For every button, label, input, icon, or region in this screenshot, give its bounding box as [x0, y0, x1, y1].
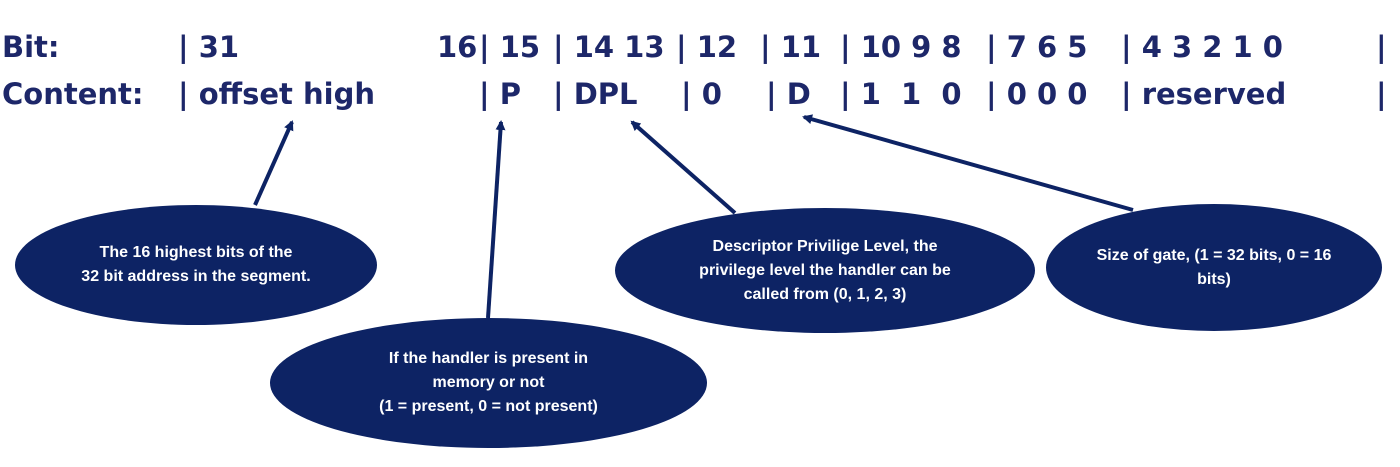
callout-present-line-3: (1 = present, 0 = not present) — [379, 398, 598, 415]
bit-cell-15: | 15 — [479, 30, 541, 64]
callout-present-line-2: memory or not — [432, 374, 545, 391]
bit-cell-11: | 11 — [760, 30, 822, 64]
callout-offset-high-line-2: 32 bit address in the segment. — [81, 268, 311, 285]
content-cell-0: | 0 — [681, 77, 722, 111]
bit-cell-end: | — [1376, 30, 1387, 64]
callout-gate-size-line-1: Size of gate, (1 = 32 bits, 0 = 16 — [1096, 246, 1332, 264]
arrow-gate-size — [802, 114, 1134, 212]
content-cell-d: | D — [766, 77, 811, 111]
callout-present: If the handler is present in memory or n… — [270, 318, 707, 448]
bit-cell-10-9-8: | 10 9 8 — [840, 30, 962, 64]
content-cell-p: | P — [479, 77, 521, 111]
callout-gate-size-line-2: bits) — [1197, 270, 1231, 288]
content-cell-end: | — [1376, 77, 1387, 111]
callout-present-line-1: If the handler is present in — [388, 350, 589, 367]
callout-dpl-line-1: Descriptor Privilige Level, the — [712, 237, 938, 255]
bit-cell-7-6-5: | 7 6 5 — [986, 30, 1088, 64]
arrow-present — [486, 120, 506, 319]
content-cell-dpl: | DPL — [553, 77, 638, 111]
callout-offset-high-line-1: The 16 highest bits of the — [99, 244, 293, 261]
arrow-dpl — [630, 120, 737, 215]
callout-dpl: Descriptor Privilige Level, the privileg… — [615, 208, 1035, 333]
bit-cell-12: | 12 — [676, 30, 738, 64]
bit-row-label: Bit: — [2, 30, 60, 64]
content-cell-offset-high: | offset high — [178, 77, 375, 111]
bit-cell-4-3-2-1-0: | 4 3 2 1 0 — [1121, 30, 1283, 64]
content-row-label: Content: — [2, 77, 144, 111]
bit-cell-16: 16 — [437, 30, 478, 64]
bit-cell-14-13: | 14 13 — [553, 30, 665, 64]
callout-offset-high: The 16 highest bits of the 32 bit addres… — [15, 205, 377, 325]
content-cell-reserved: | reserved — [1121, 77, 1287, 111]
callout-dpl-line-2: privilege level the handler can be — [699, 261, 951, 279]
callout-dpl-line-3: called from (0, 1, 2, 3) — [743, 285, 907, 303]
bit-cell-31: | 31 — [178, 30, 240, 64]
content-cell-0-0-0: | 0 0 0 — [986, 77, 1088, 111]
content-cell-1-1-0: | 1 1 0 — [840, 77, 962, 111]
callout-gate-size: Size of gate, (1 = 32 bits, 0 = 16 bits) — [1046, 204, 1382, 331]
arrow-offset-high — [253, 120, 294, 206]
